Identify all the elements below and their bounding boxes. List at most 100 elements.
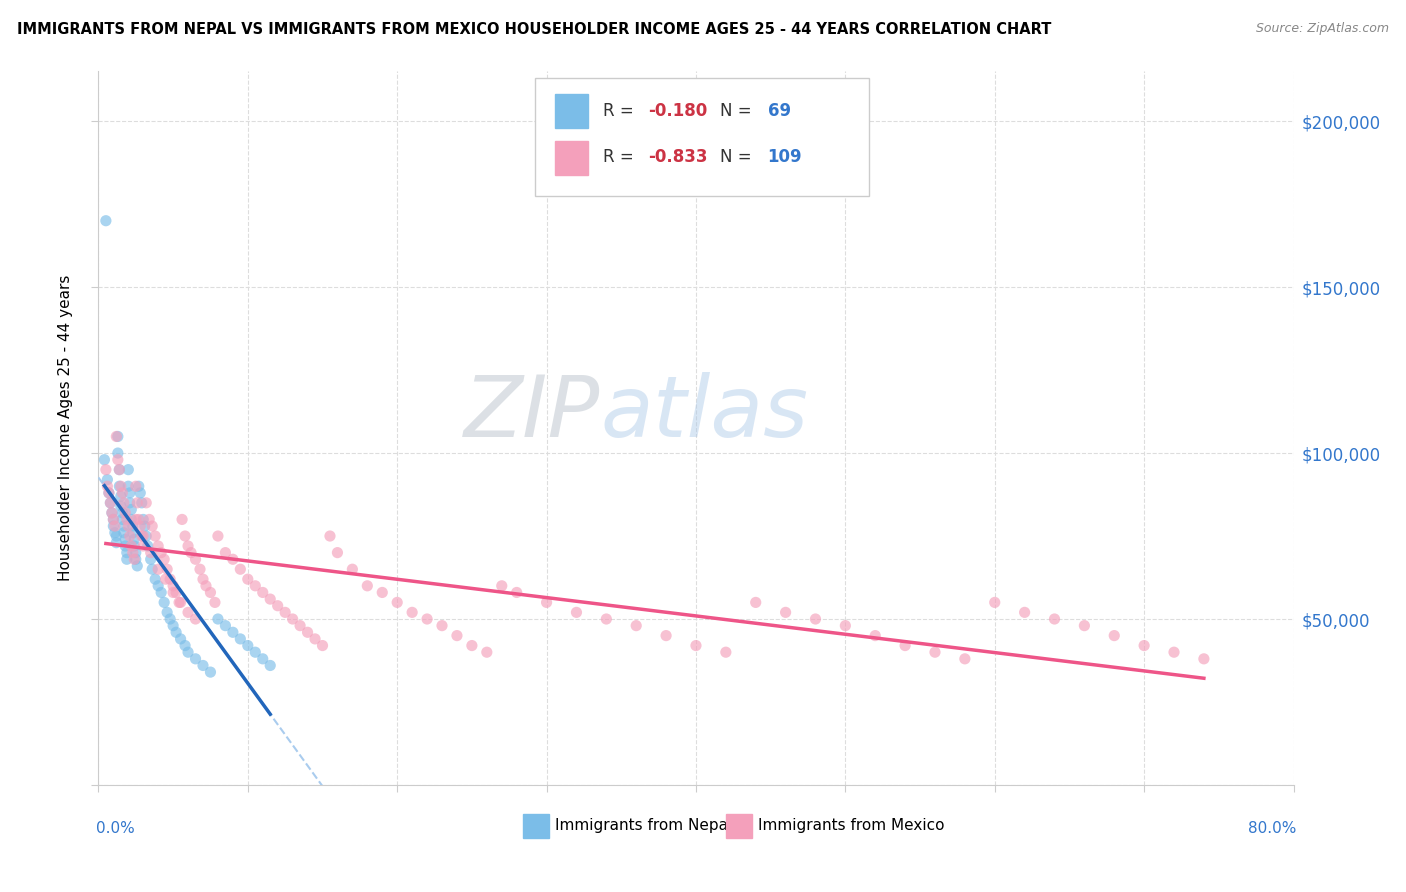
Point xyxy=(132,529,155,543)
Point xyxy=(125,552,148,566)
Point xyxy=(288,618,311,632)
Point xyxy=(475,645,498,659)
Point xyxy=(304,632,326,646)
Point xyxy=(105,429,128,443)
Point xyxy=(165,585,187,599)
Point xyxy=(121,546,143,560)
Point xyxy=(162,618,184,632)
Point xyxy=(200,665,222,679)
Point xyxy=(97,486,120,500)
Point xyxy=(114,533,136,547)
Text: N =: N = xyxy=(720,102,756,120)
Point xyxy=(172,512,194,526)
Point xyxy=(117,479,139,493)
Point xyxy=(127,496,149,510)
Point xyxy=(112,519,135,533)
Point xyxy=(745,595,768,609)
Point xyxy=(207,529,229,543)
Point xyxy=(110,479,132,493)
Point xyxy=(162,585,184,599)
Point xyxy=(118,496,141,510)
Point xyxy=(281,612,304,626)
Text: atlas: atlas xyxy=(600,372,808,456)
Point xyxy=(124,533,146,547)
Point xyxy=(565,606,588,620)
Point xyxy=(129,486,152,500)
Bar xyxy=(523,814,548,838)
Point xyxy=(153,552,176,566)
Point xyxy=(153,595,176,609)
Point xyxy=(132,539,155,553)
Point xyxy=(461,639,484,653)
Text: ZIP: ZIP xyxy=(464,372,600,456)
Point xyxy=(108,463,131,477)
Point xyxy=(245,579,267,593)
Point xyxy=(156,606,179,620)
Point xyxy=(252,652,274,666)
Point xyxy=(626,618,648,632)
Point xyxy=(924,645,946,659)
Point xyxy=(115,512,138,526)
Point xyxy=(177,539,200,553)
Text: 0.0%: 0.0% xyxy=(96,821,135,836)
Point xyxy=(177,645,200,659)
Point xyxy=(174,639,197,653)
Text: -0.833: -0.833 xyxy=(648,148,707,166)
Point xyxy=(118,486,141,500)
Point xyxy=(430,618,453,632)
Point xyxy=(125,479,148,493)
Text: Source: ZipAtlas.com: Source: ZipAtlas.com xyxy=(1256,22,1389,36)
Point xyxy=(135,496,157,510)
Point xyxy=(110,499,132,513)
Point xyxy=(165,625,187,640)
Point xyxy=(93,452,115,467)
Point xyxy=(105,529,128,543)
Point xyxy=(98,496,122,510)
Point xyxy=(120,512,142,526)
Point xyxy=(143,529,166,543)
Point xyxy=(1043,612,1066,626)
Point xyxy=(139,552,162,566)
Point xyxy=(536,595,558,609)
Point xyxy=(775,606,797,620)
Text: 69: 69 xyxy=(768,102,790,120)
Point xyxy=(98,496,122,510)
Point xyxy=(162,579,184,593)
Point xyxy=(134,519,156,533)
Point xyxy=(150,585,173,599)
Point xyxy=(953,652,976,666)
Point xyxy=(129,519,152,533)
Point xyxy=(371,585,394,599)
Point xyxy=(169,595,191,609)
Point xyxy=(105,535,128,549)
Point xyxy=(128,512,150,526)
Point xyxy=(188,562,211,576)
Point xyxy=(174,529,197,543)
Point xyxy=(150,546,173,560)
Point xyxy=(156,562,179,576)
Bar xyxy=(555,95,589,128)
Text: -0.180: -0.180 xyxy=(648,102,707,120)
Point xyxy=(112,496,135,510)
Point xyxy=(1104,629,1126,643)
Point xyxy=(1073,618,1095,632)
Text: R =: R = xyxy=(603,102,638,120)
Point xyxy=(229,632,252,646)
Point xyxy=(252,585,274,599)
Point xyxy=(159,612,181,626)
Point xyxy=(115,546,138,560)
Point xyxy=(107,446,129,460)
Point xyxy=(416,612,439,626)
Point xyxy=(104,519,127,533)
Point xyxy=(595,612,617,626)
Point xyxy=(131,496,153,510)
Point xyxy=(107,452,129,467)
Point xyxy=(125,512,148,526)
Text: 109: 109 xyxy=(768,148,803,166)
Point xyxy=(104,525,127,540)
Point xyxy=(184,652,207,666)
Point xyxy=(94,213,117,227)
Point xyxy=(138,512,160,526)
Point xyxy=(169,632,191,646)
Point xyxy=(319,529,342,543)
